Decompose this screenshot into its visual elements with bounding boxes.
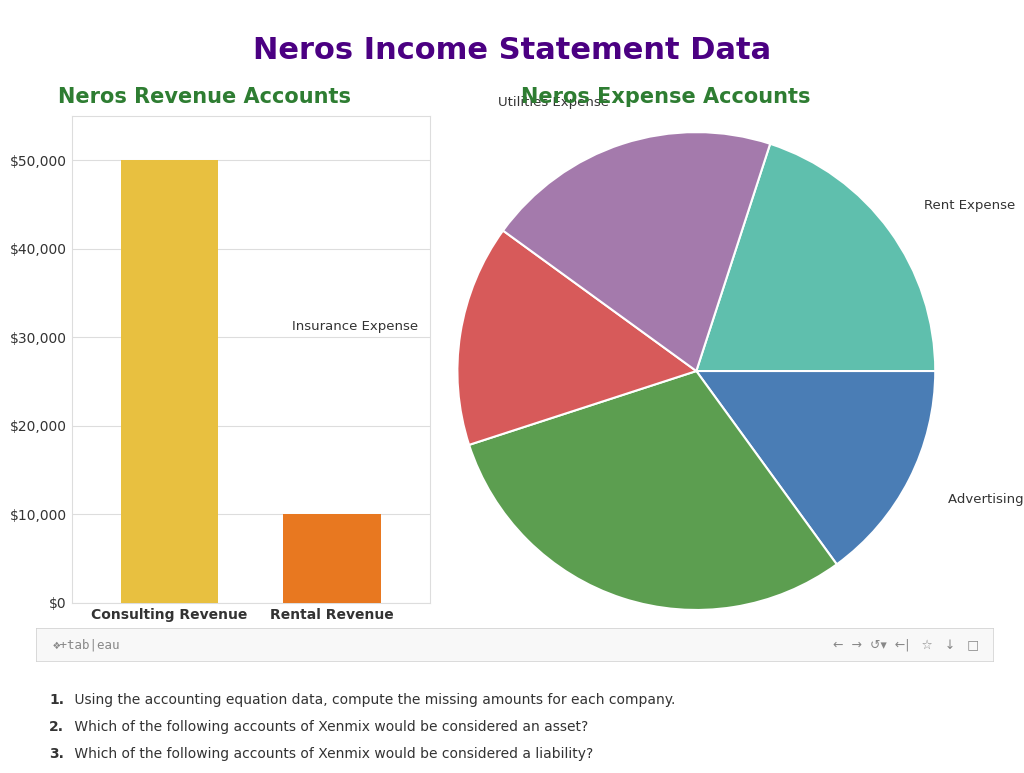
- Text: 2.: 2.: [49, 720, 65, 734]
- Text: ←  →  ↺▾  ←|   ☆   ↓   □: ← → ↺▾ ←| ☆ ↓ □: [833, 638, 979, 651]
- Text: Rent Expense: Rent Expense: [925, 199, 1016, 212]
- Wedge shape: [458, 230, 696, 445]
- Text: ❖+tab|eau: ❖+tab|eau: [53, 638, 121, 651]
- Text: Advertising Expense: Advertising Expense: [947, 492, 1024, 506]
- Text: Neros Income Statement Data: Neros Income Statement Data: [253, 36, 771, 65]
- Wedge shape: [696, 371, 935, 564]
- Wedge shape: [696, 144, 935, 371]
- Text: Insurance Expense: Insurance Expense: [292, 321, 418, 333]
- Text: Neros Expense Accounts: Neros Expense Accounts: [521, 87, 810, 107]
- Text: Which of the following accounts of Xenmix would be considered an asset?: Which of the following accounts of Xenmi…: [70, 720, 588, 734]
- Text: Using the accounting equation data, compute the missing amounts for each company: Using the accounting equation data, comp…: [70, 693, 675, 707]
- Bar: [121, 160, 218, 603]
- Text: Salaries Expense: Salaries Expense: [496, 632, 609, 645]
- Bar: [284, 514, 381, 603]
- Text: 1.: 1.: [49, 693, 65, 707]
- Text: 3.: 3.: [49, 747, 65, 761]
- Text: Which of the following accounts of Xenmix would be considered a liability?: Which of the following accounts of Xenmi…: [70, 747, 593, 761]
- Text: Utilities Expense: Utilities Expense: [499, 97, 609, 110]
- Wedge shape: [503, 132, 770, 371]
- Wedge shape: [469, 371, 837, 610]
- Text: Neros Revenue Accounts: Neros Revenue Accounts: [58, 87, 351, 107]
